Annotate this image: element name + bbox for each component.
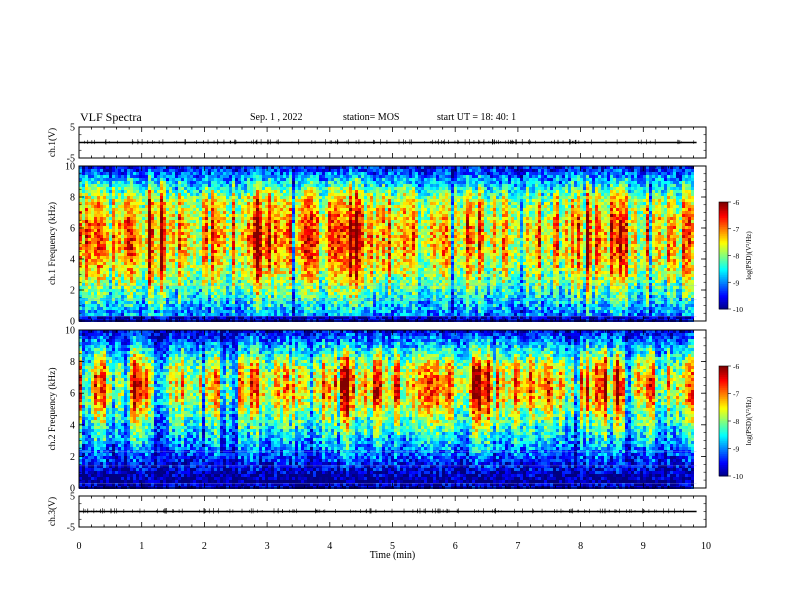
colorbar-tick-label: -6 [733, 362, 739, 371]
x-tick-label: 1 [139, 541, 144, 552]
spectrogram-1 [79, 166, 697, 322]
colorbar-tick-label: -9 [733, 445, 739, 454]
y-tick-label: 4 [70, 420, 75, 431]
y-axis-label: ch.2 Frequency (kHz) [47, 367, 58, 450]
colorbar-tick-label: -7 [733, 390, 739, 399]
x-tick-label: 2 [202, 541, 207, 552]
y-tick-label: 4 [70, 255, 75, 266]
y-axis-label: ch.3(V) [47, 497, 58, 526]
y-tick-label: -5 [67, 523, 75, 534]
x-tick-label: 4 [327, 541, 332, 552]
y-axis-label: ch.1(V) [47, 128, 58, 157]
x-tick-label: 10 [701, 541, 711, 552]
colorbar-1 [719, 202, 731, 310]
y-tick-label: 8 [70, 193, 75, 204]
y-tick-label: 10 [65, 162, 75, 173]
y-tick-label: 6 [70, 389, 75, 400]
colorbar-tick-label: -8 [733, 252, 739, 261]
x-tick-label: 6 [453, 541, 458, 552]
y-tick-label: 2 [70, 286, 75, 297]
colorbar-label: log(PSD)(V²/Hz) [745, 396, 753, 445]
colorbar-tick-label: -6 [733, 198, 739, 207]
colorbar-tick-label: -8 [733, 417, 739, 426]
y-tick-label: 5 [70, 123, 75, 134]
colorbar-tick-label: -9 [733, 278, 739, 287]
colorbar-tick-label: -7 [733, 225, 739, 234]
colorbar-tick-label: -10 [733, 305, 743, 314]
y-tick-label: 8 [70, 357, 75, 368]
colorbar-2 [719, 366, 731, 477]
colorbar-label: log(PSD)(V²/Hz) [745, 231, 753, 280]
x-tick-label: 9 [641, 541, 646, 552]
x-axis-label: Time (min) [370, 550, 415, 561]
x-tick-label: 3 [265, 541, 270, 552]
x-tick-label: 7 [515, 541, 520, 552]
x-tick-label: 8 [578, 541, 583, 552]
y-tick-label: 6 [70, 224, 75, 235]
y-axis-label: ch.1 Frequency (kHz) [47, 202, 58, 285]
spectrogram-2 [79, 330, 697, 489]
y-tick-label: 2 [70, 452, 75, 463]
x-tick-label: 0 [77, 541, 82, 552]
colorbar-tick-label: -10 [733, 472, 743, 481]
y-tick-label: 5 [70, 492, 75, 503]
y-tick-label: 10 [65, 326, 75, 337]
vlf-figure: 5 -5 ch.1(V) -6 -7 -8 -9 -10 log(PSD)(V²/Hz) 0 2 4 6… [0, 0, 792, 612]
